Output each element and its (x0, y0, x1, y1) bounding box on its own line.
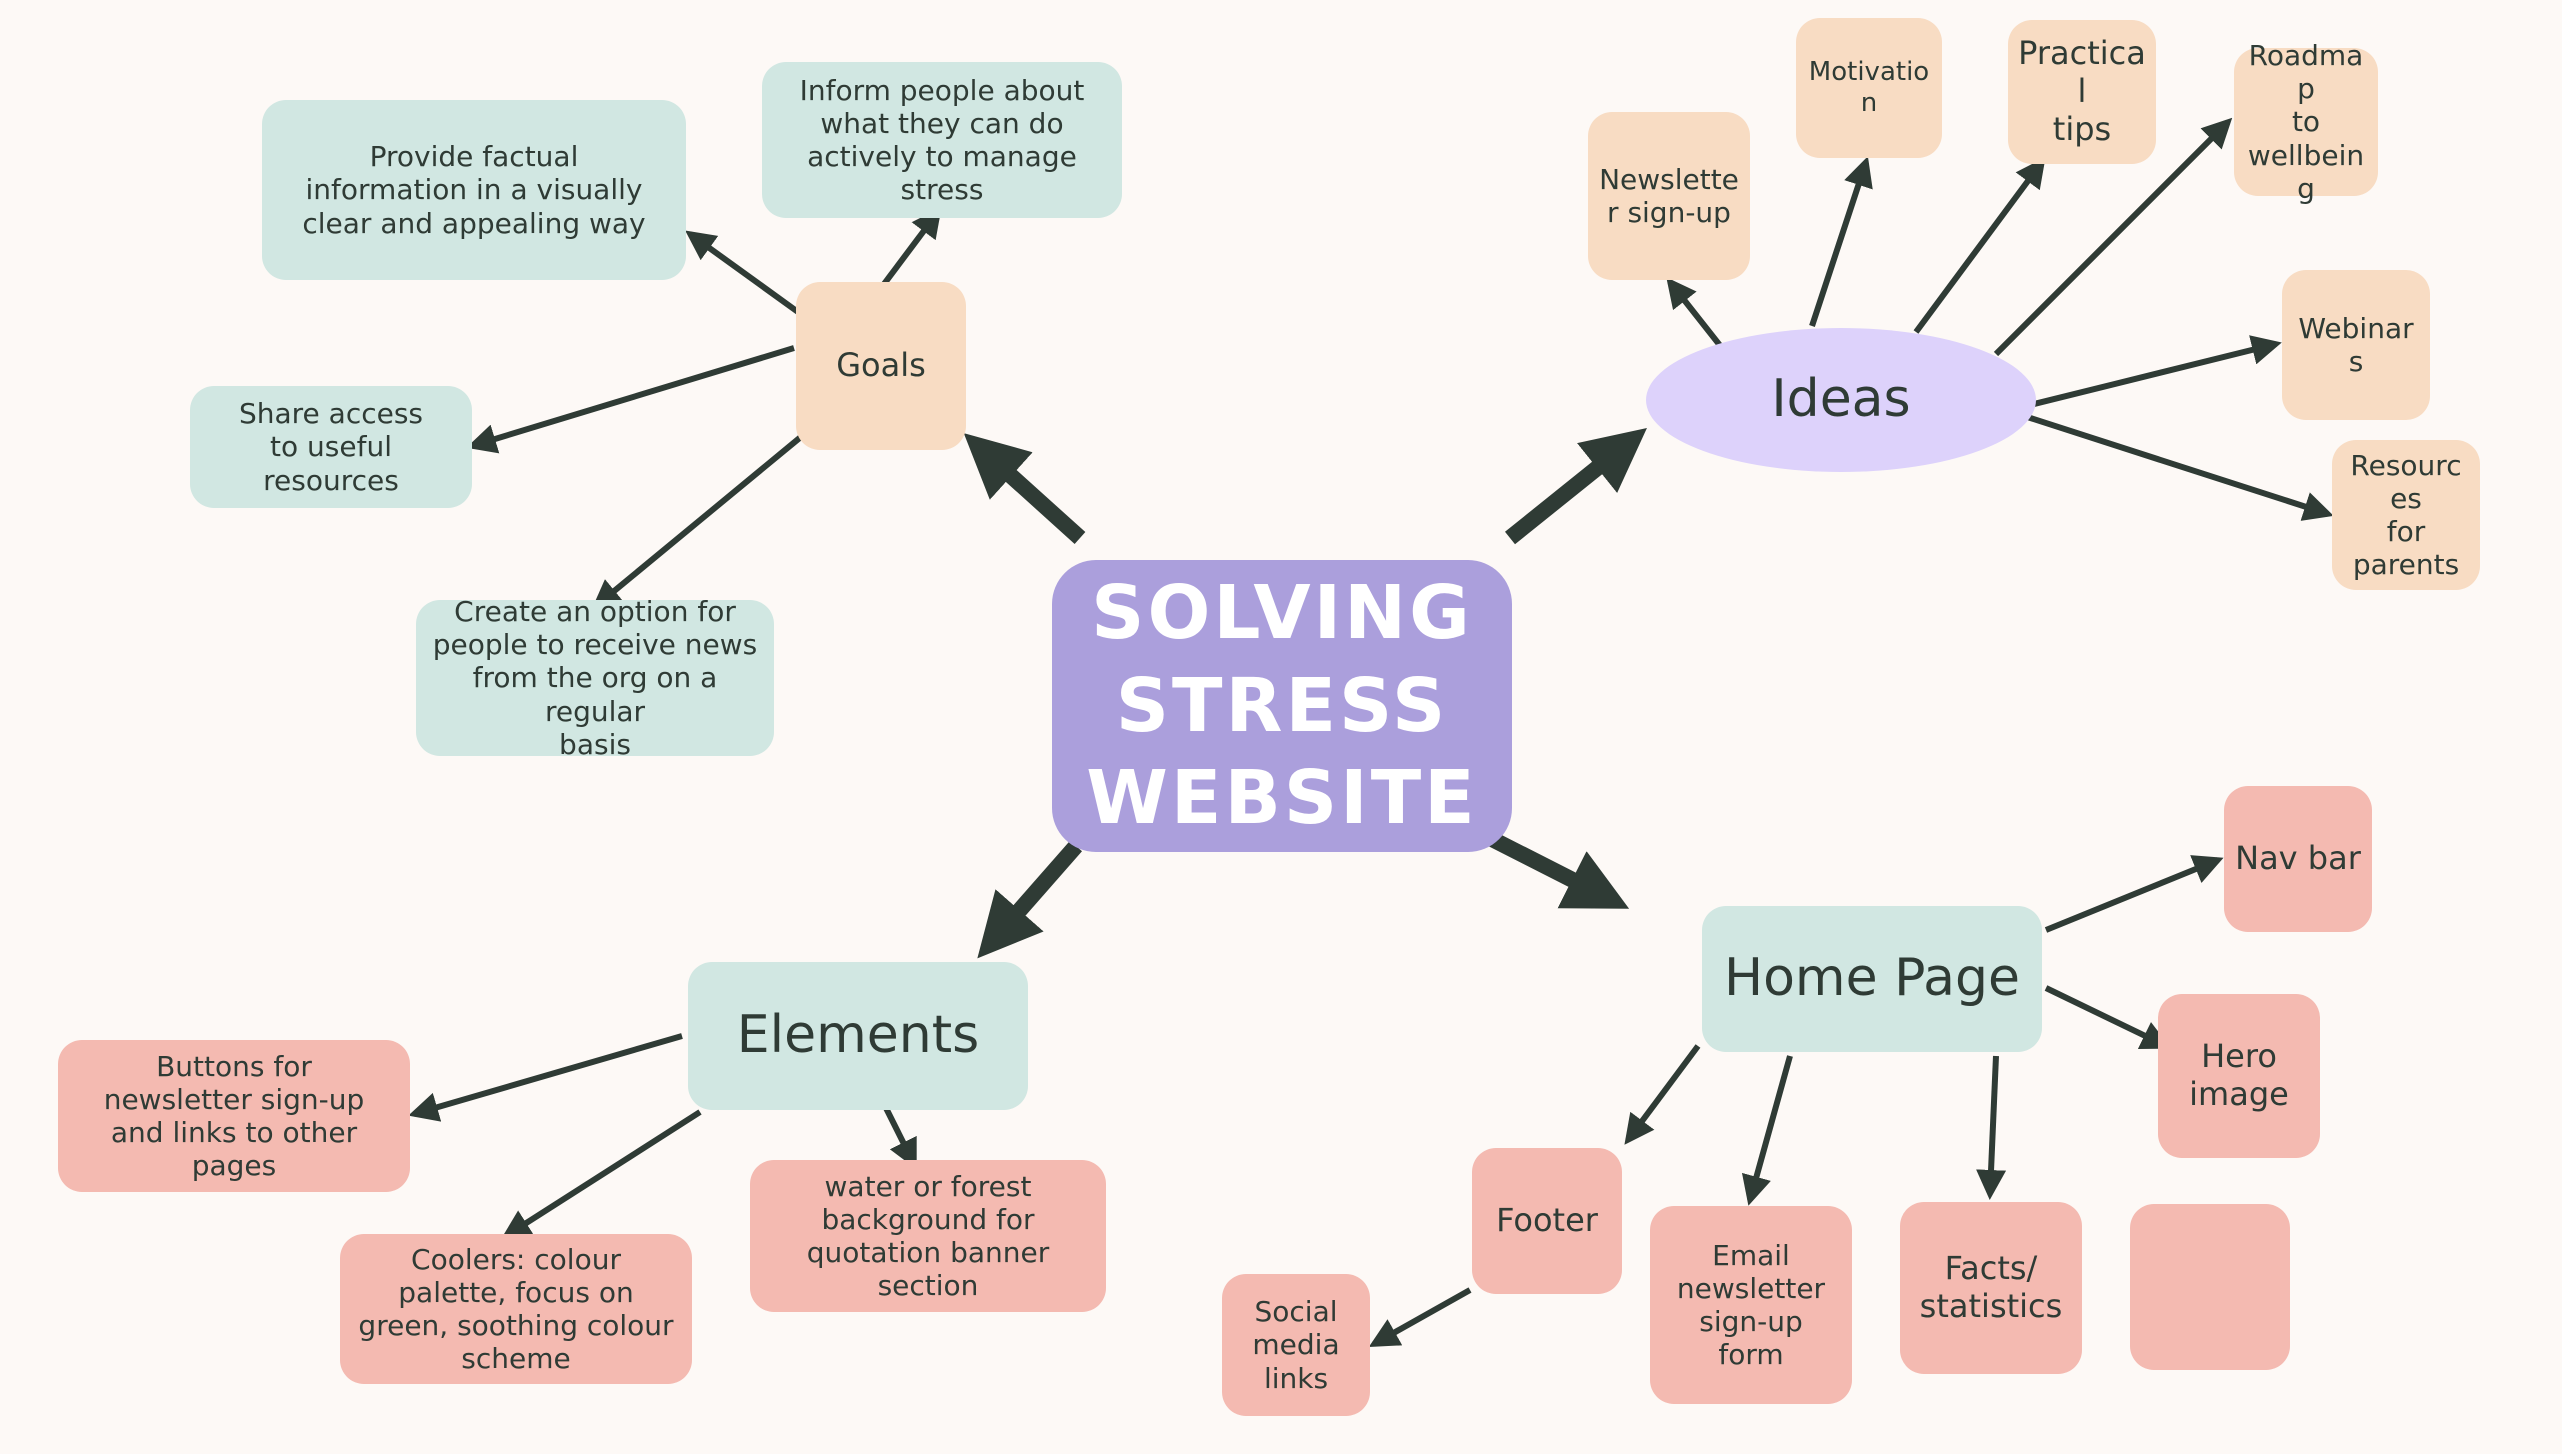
footer-social-media-links: Social media links (1222, 1274, 1370, 1416)
arrow-ideas-to-roadmap (1993, 117, 2233, 357)
arrow-home-to-email-form (1741, 1055, 1793, 1206)
element-background-banner: water or forest background for quotation… (750, 1160, 1106, 1312)
home-facts-statistics: Facts/ statistics (1900, 1202, 2082, 1374)
goal-inform-people: Inform people about what they can do act… (762, 62, 1122, 218)
arrow-home-to-hero-image (2044, 985, 2172, 1050)
arrow-elements-to-buttons (408, 1033, 683, 1122)
arrow-goals-to-news-option (591, 433, 804, 610)
element-coolers-palette: Coolers: colour palette, focus on green,… (340, 1234, 692, 1384)
arrow-footer-to-social-links (1368, 1287, 1472, 1347)
arrow-home-to-nav-bar (2044, 855, 2224, 933)
idea-practical-tips: Practical tips (2008, 20, 2156, 164)
arrow-center-to-home-page (1486, 830, 1630, 909)
arrow-ideas-to-newsletter (1666, 277, 1725, 350)
arrow-center-to-goals (963, 433, 1086, 544)
arrow-home-to-footer (1624, 1044, 1701, 1145)
goal-share-access: Share access to useful resources (190, 386, 472, 508)
goal-factual-information: Provide factual information in a visuall… (262, 100, 686, 280)
idea-motivation: Motivation (1796, 18, 1942, 158)
home-footer: Footer (1472, 1148, 1622, 1294)
ideas-node: Ideas (1646, 328, 2036, 472)
goals-node: Goals (796, 282, 966, 450)
arrow-ideas-to-webinars (2017, 335, 2282, 411)
idea-webinars: Webinars (2282, 270, 2430, 420)
arrow-ideas-to-motivation (1809, 156, 1873, 327)
home-empty-note (2130, 1204, 2290, 1370)
element-buttons: Buttons for newsletter sign-up and links… (58, 1040, 410, 1192)
elements-node: Elements (688, 962, 1028, 1110)
arrow-goals-to-share-access (466, 345, 795, 454)
central-topic: SOLVING STRESS WEBSITE (1052, 560, 1512, 852)
arrow-center-to-elements (977, 840, 1083, 959)
home-page-node: Home Page (1702, 906, 2042, 1052)
arrow-elements-to-coolers (500, 1109, 702, 1240)
arrow-goals-to-inform-people (881, 207, 942, 286)
arrow-center-to-ideas (1504, 427, 1647, 545)
arrow-elements-to-background (879, 1098, 917, 1170)
arrow-ideas-to-practical-tips (1913, 157, 2046, 334)
arrow-home-to-facts (1976, 1055, 2007, 1200)
arrow-ideas-to-resources (2017, 411, 2334, 521)
home-hero-image: Hero image (2158, 994, 2320, 1158)
arrow-goals-to-factual-info (685, 230, 800, 315)
goal-news-option: Create an option for people to receive n… (416, 595, 774, 761)
idea-roadmap-to-wellbeing: Roadmap to wellbeing (2234, 39, 2378, 205)
home-nav-bar: Nav bar (2224, 786, 2372, 932)
idea-newsletter-signup: Newslette r sign-up (1588, 112, 1750, 280)
home-email-newsletter-form: Email newsletter sign-up form (1650, 1206, 1852, 1404)
idea-resources-for-parents: Resources for parents (2332, 440, 2480, 590)
